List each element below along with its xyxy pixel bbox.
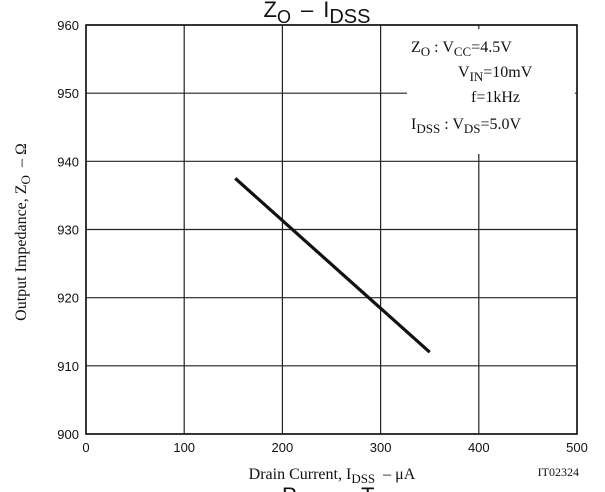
legend-line-freq: f=1kHz bbox=[471, 89, 520, 106]
x-tick-label: 100 bbox=[173, 440, 195, 455]
y-tick-label: 940 bbox=[57, 154, 79, 169]
y-tick-label: 930 bbox=[57, 223, 79, 238]
y-tick-label: 960 bbox=[57, 18, 79, 33]
x-tick-label: 500 bbox=[566, 440, 588, 455]
x-tick-label: 300 bbox=[370, 440, 392, 455]
chart-title: ZO – IDSS bbox=[264, 0, 371, 28]
series-line bbox=[234, 177, 431, 354]
gridlines bbox=[85, 24, 578, 435]
legend-line-zo-vcc: ZO : VCC=4.5V bbox=[411, 39, 512, 59]
legend-line-vin: VIN=10mV bbox=[458, 64, 533, 84]
y-tick-label: 900 bbox=[57, 427, 79, 442]
x-tick-label: 0 bbox=[82, 440, 89, 455]
y-tick-label: 910 bbox=[57, 359, 79, 374]
x-axis-label: Drain Current, IDSS – μA bbox=[249, 466, 416, 486]
y-tick-labels: 900 910 920 930 940 950 960 bbox=[57, 18, 79, 442]
x-tick-label: 200 bbox=[272, 440, 294, 455]
legend-background bbox=[407, 29, 575, 154]
y-tick-label: 920 bbox=[57, 291, 79, 306]
legend-line-idss-vds: IDSS : VDS=5.0V bbox=[411, 116, 522, 136]
legend: ZO : VCC=4.5V VIN=10mV f=1kHz IDSS : VDS… bbox=[407, 29, 575, 154]
plot-frame bbox=[85, 24, 578, 435]
y-axis-label: Output Impedance, ZO– Ω bbox=[13, 143, 33, 321]
data-series bbox=[234, 177, 431, 354]
cut-off-text: P bbox=[282, 483, 297, 492]
x-tick-labels: 0 100 200 300 400 500 bbox=[82, 440, 587, 455]
cut-off-text-2: T bbox=[361, 483, 374, 492]
y-tick-label: 950 bbox=[57, 86, 79, 101]
x-tick-label: 400 bbox=[468, 440, 490, 455]
figure-code: IT02324 bbox=[538, 465, 579, 479]
